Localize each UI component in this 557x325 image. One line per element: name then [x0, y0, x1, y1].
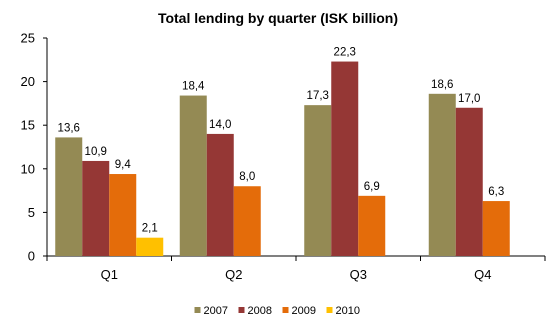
legend-swatch-2010: [326, 307, 333, 313]
legend-swatch-2007: [194, 307, 201, 313]
bar-2009-Q4: [482, 201, 510, 256]
legend: 2007 2008 2009 2010: [194, 305, 360, 317]
data-label-2009-Q4: 6,3: [488, 186, 504, 198]
bar-2009-Q3: [358, 195, 386, 256]
legend-label-2007: 2007: [204, 305, 228, 317]
bar-2007-Q2: [179, 95, 207, 256]
data-label-2009-Q3: 6,9: [364, 181, 380, 193]
data-label-2008-Q4: 17,0: [458, 93, 480, 105]
data-labels: 13,6 10,9 9,4 2,1 18,4 14,0 8,0 17,3 22,3 6,9 18,6…: [58, 47, 505, 235]
legend-label-2008: 2008: [248, 305, 272, 317]
x-axis: Q1 Q2 Q3 Q4: [46, 255, 546, 282]
data-label-2007-Q2: 18,4: [182, 81, 205, 93]
legend-swatch-2009: [282, 307, 289, 313]
bars: [55, 61, 510, 256]
data-label-2007-Q3: 17,3: [307, 90, 329, 102]
y-tick-label: 5: [28, 205, 35, 220]
y-tick-label: 20: [21, 74, 35, 89]
legend-swatch-2008: [238, 307, 245, 313]
bar-2008-Q2: [206, 133, 234, 256]
data-label-2008-Q2: 14,0: [209, 119, 231, 131]
data-label-2008-Q1: 10,9: [85, 146, 107, 158]
x-tick-label: Q2: [225, 267, 242, 282]
y-tick-label: 0: [28, 249, 35, 264]
bar-2008-Q1: [82, 160, 110, 256]
bar-2010-Q1: [136, 237, 164, 256]
bar-2007-Q1: [55, 137, 83, 256]
x-tick-label: Q4: [474, 267, 491, 282]
data-label-2009-Q1: 9,4: [115, 159, 132, 171]
y-tick-label: 25: [21, 31, 35, 46]
data-label-2007-Q1: 13,6: [58, 122, 80, 134]
data-label-2009-Q2: 8,0: [239, 171, 255, 183]
data-label-2008-Q3: 22,3: [334, 47, 356, 59]
data-label-2010-Q1: 2,1: [142, 223, 158, 235]
x-tick-label: Q1: [101, 267, 118, 282]
x-tick-label: Q3: [350, 267, 367, 282]
bar-2007-Q3: [304, 105, 332, 256]
bar-2007-Q4: [428, 93, 456, 256]
legend-label-2010: 2010: [336, 305, 360, 317]
bar-2008-Q4: [455, 107, 483, 256]
bar-2009-Q2: [233, 186, 261, 256]
bar-2008-Q3: [331, 61, 359, 256]
y-tick-label: 10: [21, 161, 35, 176]
chart-title: Total lending by quarter (ISK billion): [158, 10, 398, 26]
y-tick-label: 15: [21, 118, 35, 133]
y-axis: 0 5 10 15 20 25: [21, 31, 48, 264]
legend-label-2009: 2009: [292, 305, 316, 317]
data-label-2007-Q4: 18,6: [431, 79, 453, 91]
bar-2009-Q1: [109, 174, 137, 256]
